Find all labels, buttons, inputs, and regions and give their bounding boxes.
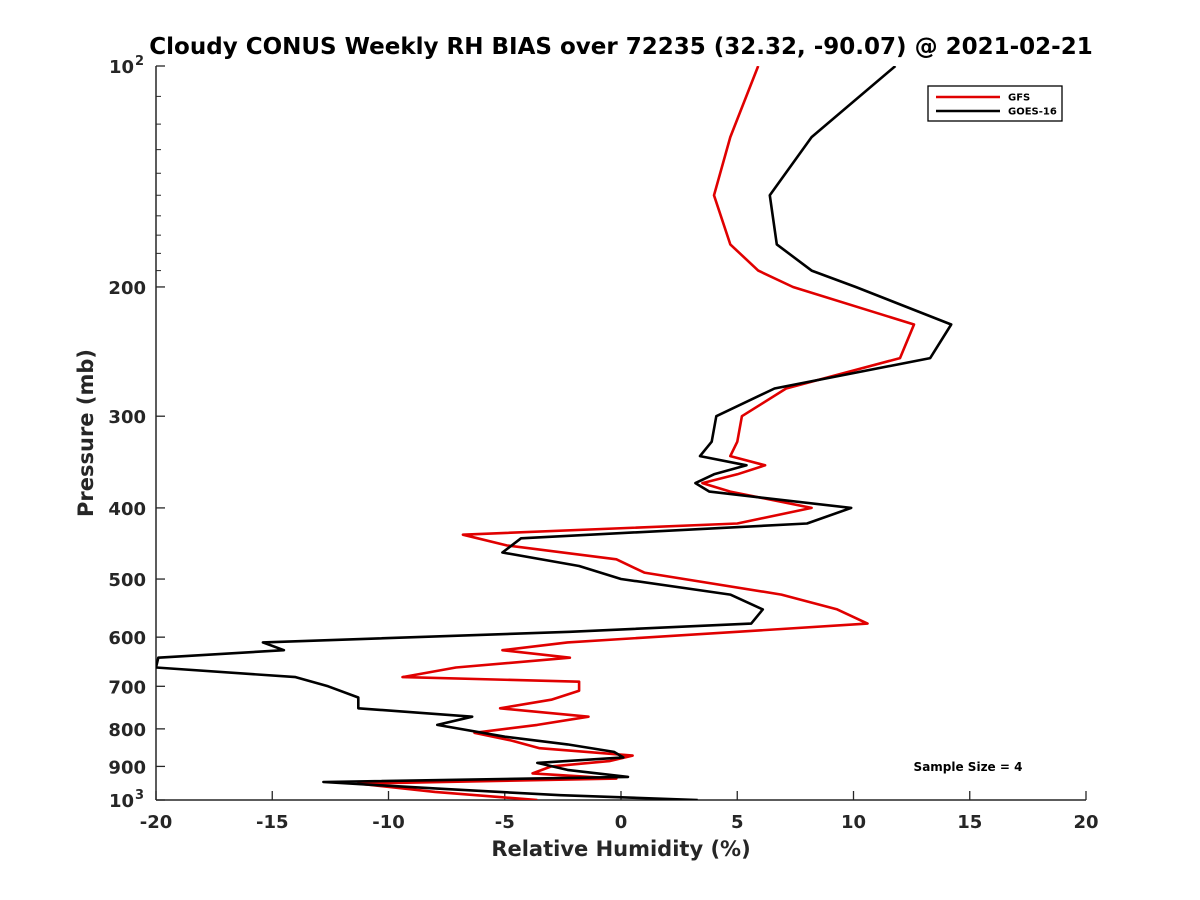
x-tick-label: -5 (495, 812, 515, 833)
y-tick-label: 10 (109, 791, 134, 812)
x-tick-label: 15 (957, 812, 982, 833)
legend-label: GFS (1008, 93, 1030, 104)
y-tick-exponent: 2 (135, 54, 144, 69)
y-tick-label: 400 (108, 499, 146, 520)
y-tick-label: 500 (108, 570, 146, 591)
y-tick-exponent: 3 (135, 788, 144, 803)
x-tick-label: -15 (256, 812, 289, 833)
legend-label: GOES-16 (1008, 107, 1057, 118)
x-axis-label: Relative Humidity (%) (491, 837, 750, 861)
sample-size-annotation: Sample Size = 4 (914, 760, 1023, 774)
series-group (156, 66, 953, 800)
chart-title: Cloudy CONUS Weekly RH BIAS over 72235 (… (149, 34, 1092, 60)
legend-box (927, 85, 1063, 122)
y-tick-label: 700 (108, 677, 146, 698)
y-tick-label: 900 (108, 757, 146, 778)
legend: GFS GOES-16 (927, 85, 1063, 122)
y-tick-label: 200 (108, 278, 146, 299)
x-tick-label: -10 (372, 812, 405, 833)
x-tick-label: 10 (841, 812, 866, 833)
y-axis-label: Pressure (mb) (74, 349, 98, 517)
x-tick-label: 20 (1073, 812, 1098, 833)
y-tick-label: 10 (109, 57, 134, 78)
series-line-goes-16 (156, 66, 953, 800)
x-tick-label: 0 (615, 812, 628, 833)
y-tick-label: 300 (108, 407, 146, 428)
y-tick-label: 600 (108, 628, 146, 649)
y-tick-label: 800 (108, 720, 146, 741)
x-tick-label: -20 (140, 812, 173, 833)
x-tick-label: 5 (731, 812, 744, 833)
